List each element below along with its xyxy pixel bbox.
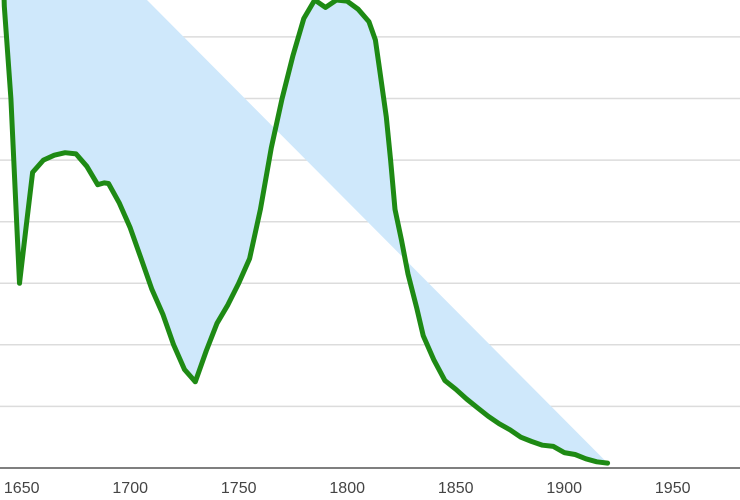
x-tick-label: 1950 <box>655 480 691 497</box>
area-fill <box>4 0 608 464</box>
x-tick-label: 1850 <box>438 480 474 497</box>
series-line <box>1 0 611 466</box>
x-tick-label: 1900 <box>546 480 582 497</box>
x-tick-label: 1750 <box>221 480 257 497</box>
x-tick-label: 1800 <box>329 480 365 497</box>
x-tick-label: 1700 <box>112 480 148 497</box>
x-axis-ticks: 1650 1700 1750 1800 1850 1900 1950 <box>4 480 691 497</box>
x-tick-label: 1650 <box>4 480 40 497</box>
